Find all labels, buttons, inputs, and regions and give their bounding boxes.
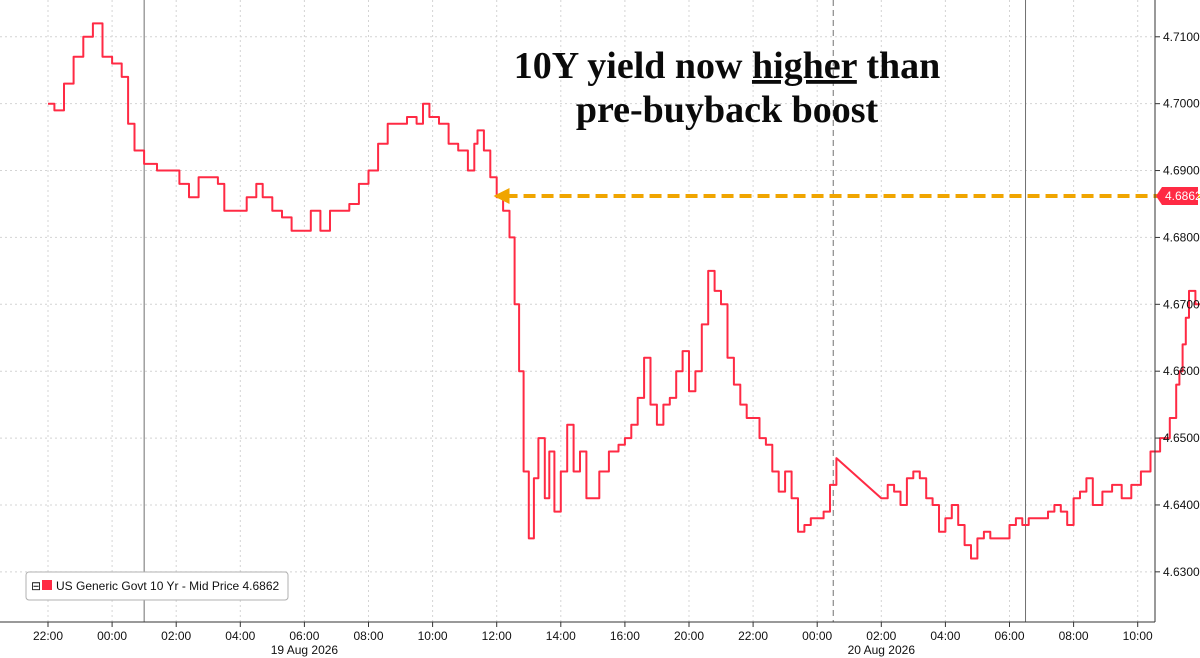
x-tick-label: 02:00	[866, 629, 896, 643]
series-line	[48, 22, 1200, 560]
legend-toggle-icon: ⊟	[31, 579, 41, 593]
title-segment: 10Y yield now	[514, 45, 752, 87]
legend-label: US Generic Govt 10 Yr - Mid Price 4.6862	[56, 579, 280, 593]
last-value-label: 4.6862	[1165, 189, 1200, 203]
x-tick-label: 12:00	[482, 629, 512, 643]
y-tick-label: 4.6900	[1163, 164, 1200, 178]
x-tick-label: 14:00	[546, 629, 576, 643]
x-tick-label: 04:00	[930, 629, 960, 643]
title-segment: pre-buyback boost	[576, 89, 879, 131]
legend: ⊟ US Generic Govt 10 Yr - Mid Price 4.686…	[25, 571, 289, 601]
y-tick-label: 4.6300	[1163, 565, 1200, 579]
chart-title-line: 10Y yield now higher than	[514, 45, 941, 87]
x-tick-label: 00:00	[802, 629, 832, 643]
x-tick-label: 00:00	[97, 629, 127, 643]
last-value-badge	[1156, 186, 1198, 205]
x-tick-label: 06:00	[994, 629, 1024, 643]
title-emphasis-word: higher	[752, 45, 858, 87]
x-tick-label: 06:00	[289, 629, 319, 643]
y-tick-label: 4.6500	[1163, 431, 1200, 445]
title-segment: than	[857, 45, 940, 87]
legend-box	[25, 571, 289, 601]
legend-swatch	[42, 580, 52, 590]
x-tick-label: 10:00	[1123, 629, 1153, 643]
x-tick-label: 08:00	[353, 629, 383, 643]
grid	[0, 0, 1155, 622]
y-tick-label: 4.7000	[1163, 97, 1200, 111]
x-tick-label: 10:00	[418, 629, 448, 643]
x-tick-label: 02:00	[161, 629, 191, 643]
y-tick-label: 4.6400	[1163, 498, 1200, 512]
series-layer	[48, 22, 1200, 560]
y-tick-label: 4.6600	[1163, 364, 1200, 378]
chart-title-line: pre-buyback boost	[576, 89, 879, 131]
annotations	[493, 187, 1200, 204]
x-tick-label: 20:00	[674, 629, 704, 643]
y-tick-label: 4.6700	[1163, 297, 1200, 311]
x-tick-label: 16:00	[610, 629, 640, 643]
vertical-markers	[143, 0, 1027, 622]
x-tick-label: 22:00	[738, 629, 768, 643]
x-date-label: 19 Aug 2026	[271, 643, 339, 657]
y-tick-label: 4.7100	[1163, 30, 1200, 44]
x-date-label: 20 Aug 2026	[848, 643, 916, 657]
x-tick-label: 04:00	[225, 629, 255, 643]
annotation-arrow-head	[493, 187, 510, 204]
y-tick-label: 4.6800	[1163, 230, 1200, 244]
x-tick-label: 08:00	[1059, 629, 1089, 643]
x-tick-label: 22:00	[33, 629, 63, 643]
